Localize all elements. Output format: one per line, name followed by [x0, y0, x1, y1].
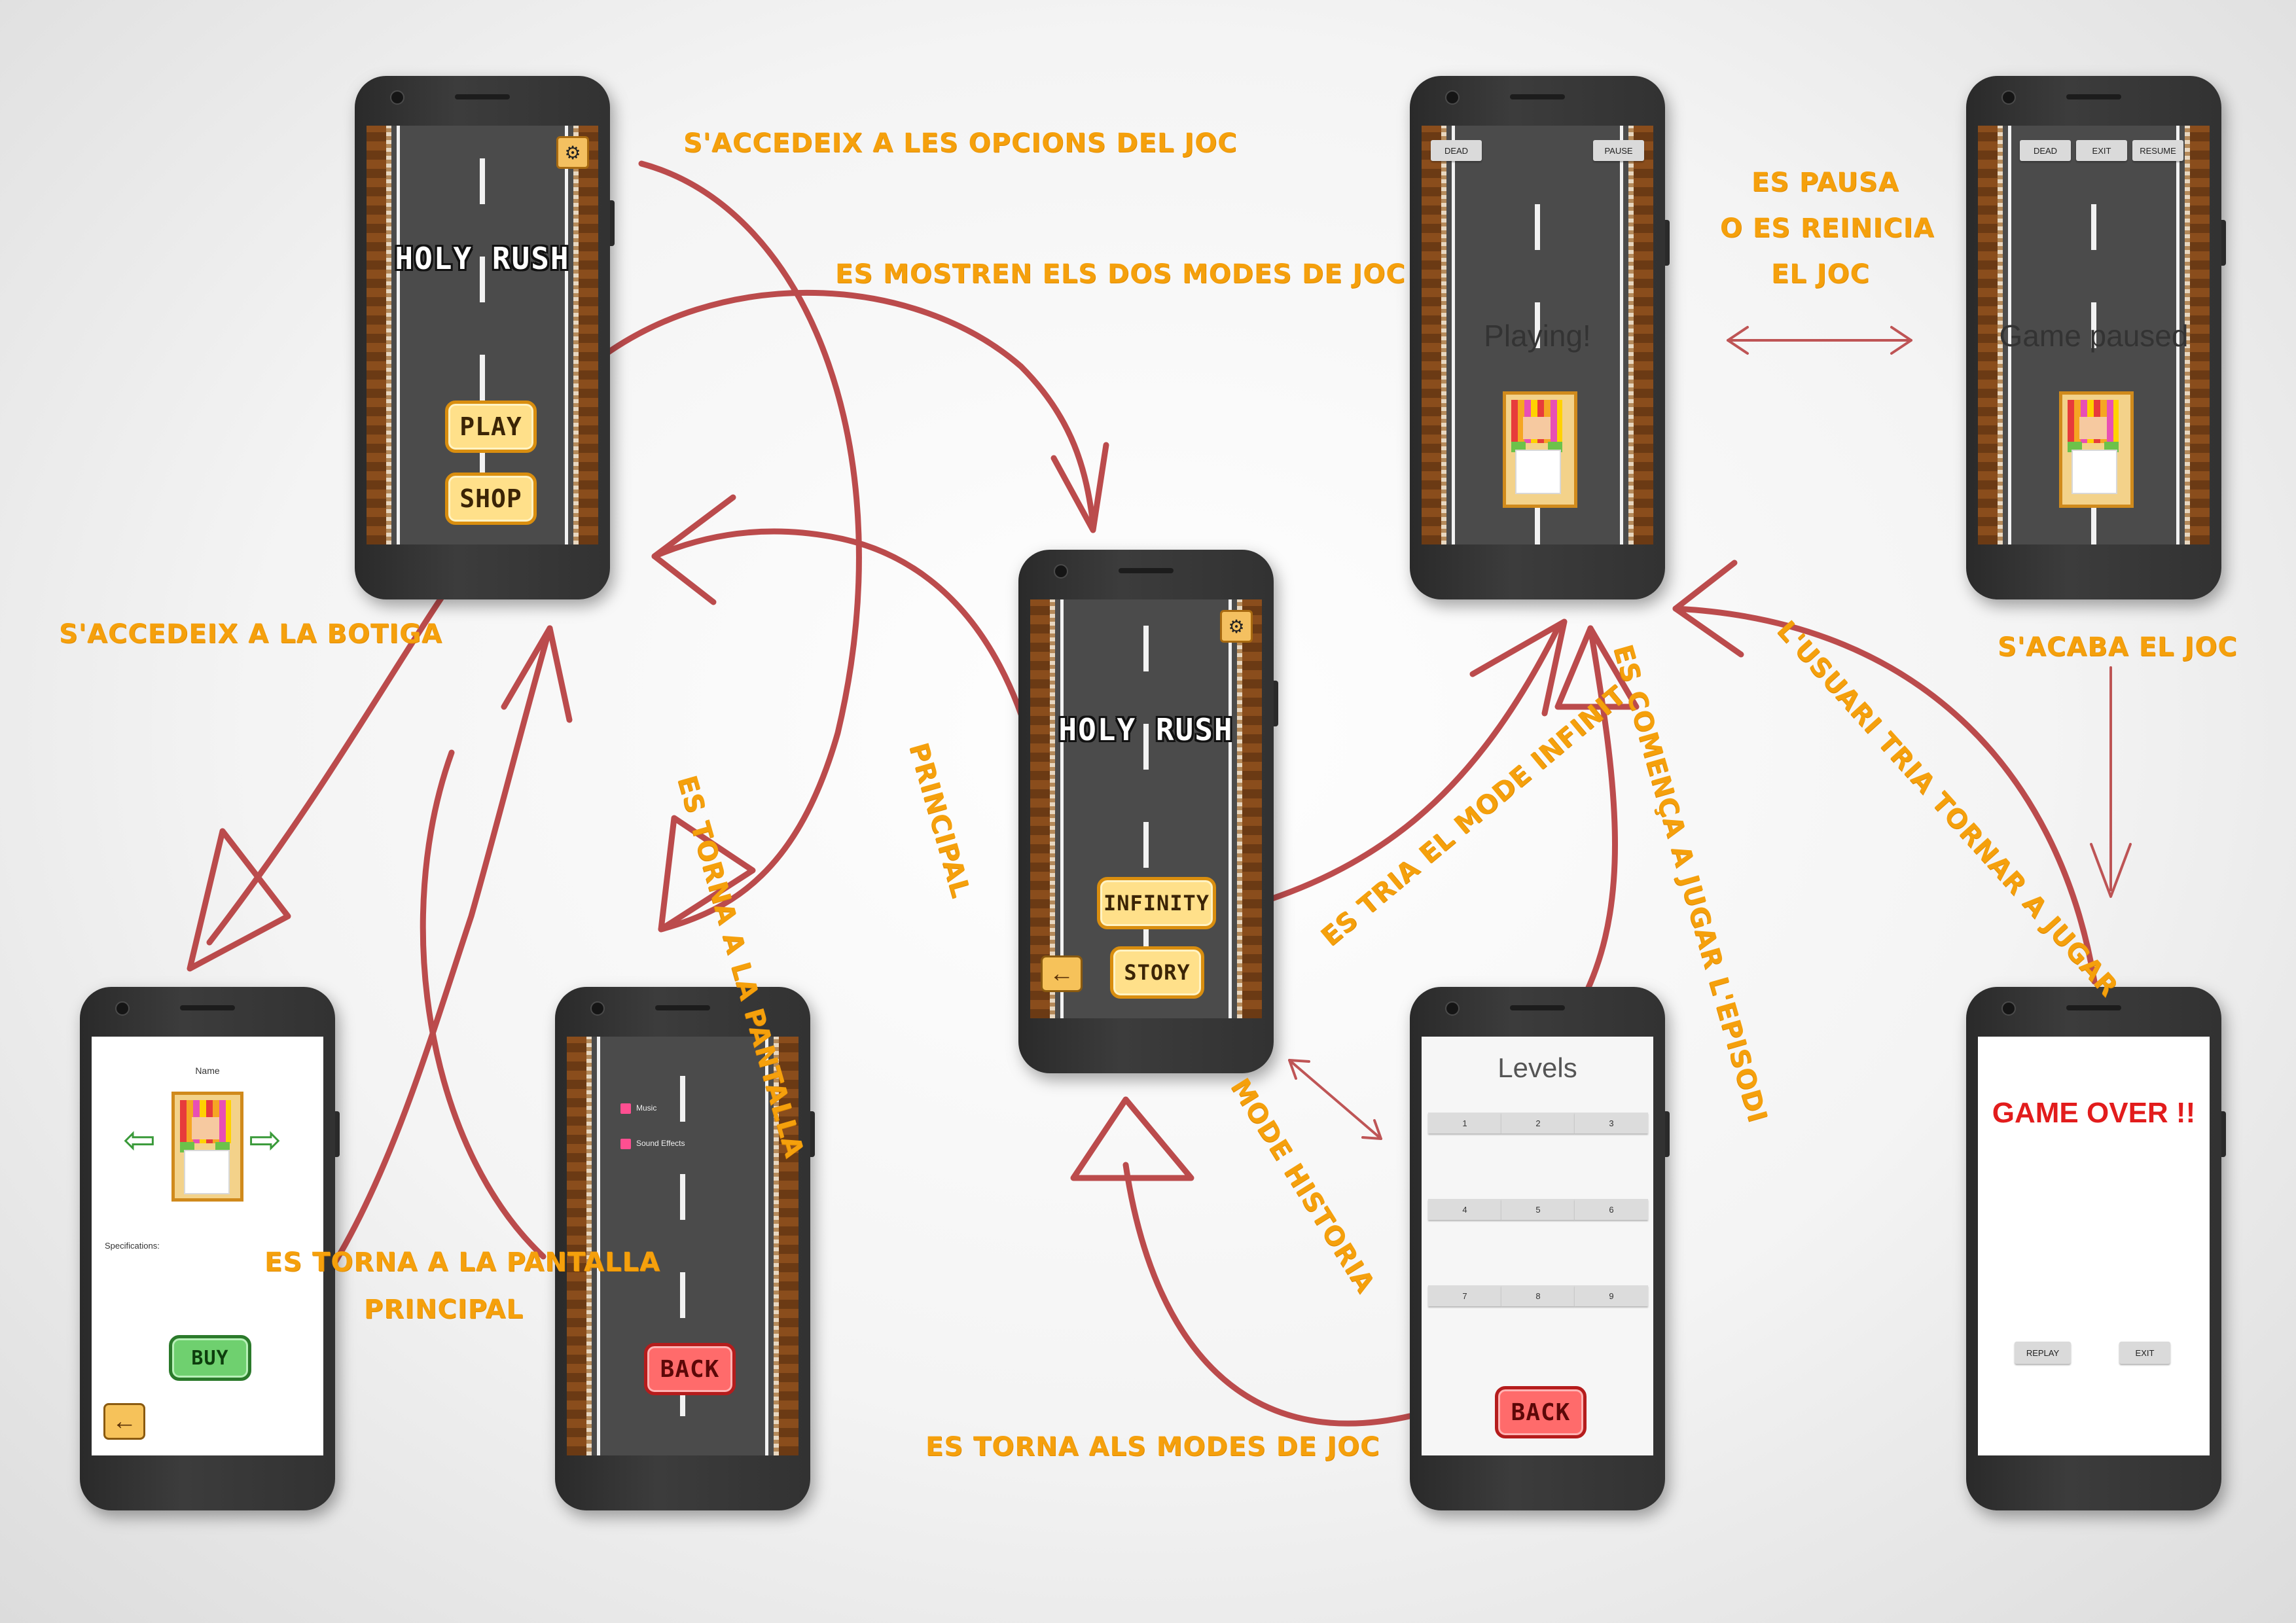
paused-status: Game paused: [1999, 319, 2189, 353]
arrowhead-back-main: [651, 494, 736, 605]
shop-button[interactable]: SHOP: [445, 473, 537, 525]
exit-button[interactable]: EXIT: [2076, 140, 2127, 161]
arrow-options-back: [420, 749, 547, 1260]
phone-paused: DEAD EXIT RESUME Game paused: [1966, 76, 2226, 599]
arrowhead-story-a: [1288, 1059, 1310, 1080]
phone-modes: ⚙ HOLY RUSH INFINITY STORY ←: [1018, 550, 1278, 1073]
arrow-replay: [1672, 605, 2098, 985]
arrowhead-shop-back: [501, 625, 573, 723]
sound-label: Sound Effects: [636, 1139, 685, 1148]
note-shop-access: S'accedeix a la botiga: [59, 619, 442, 649]
play-button[interactable]: PLAY: [445, 401, 537, 453]
settings-gear-icon[interactable]: ⚙: [556, 136, 589, 169]
sound-checkbox[interactable]: [620, 1139, 631, 1149]
game-over-screen: GAME OVER !! REPLAY EXIT: [1978, 1037, 2210, 1455]
story-button[interactable]: STORY: [1110, 946, 1204, 999]
music-checkbox[interactable]: [620, 1103, 631, 1114]
note-back-main-shop-2: principal: [364, 1294, 524, 1325]
arrowhead-infinity: [1469, 618, 1568, 717]
phone-levels: Levels 1 2 3 4 5 6 7 8 9 BACK: [1410, 987, 1670, 1510]
level-tile[interactable]: 8: [1501, 1285, 1575, 1306]
specifications-label: Specifications:: [105, 1241, 160, 1251]
arrowhead-story-b: [1361, 1119, 1382, 1140]
exit-button[interactable]: EXIT: [2119, 1342, 2170, 1364]
replay-button[interactable]: REPLAY: [2015, 1342, 2071, 1364]
dead-button[interactable]: DEAD: [2020, 140, 2071, 161]
note-back-modes: Es torna als modes de joc: [925, 1432, 1380, 1462]
level-tile[interactable]: 2: [1501, 1113, 1575, 1133]
shop-screen: Name ⇦ ⇨ Specifications: BUY ←: [92, 1037, 323, 1455]
arrowhead-game-ends: [2090, 843, 2132, 898]
settings-gear-icon[interactable]: ⚙: [1220, 610, 1253, 643]
buy-button[interactable]: BUY: [169, 1335, 251, 1381]
game-over-title: GAME OVER !!: [1992, 1097, 2196, 1129]
playing-status: Playing!: [1484, 319, 1591, 353]
music-label: Music: [636, 1103, 657, 1113]
player-character: [2059, 391, 2134, 508]
back-arrow-icon[interactable]: ←: [103, 1403, 145, 1440]
arrow-story: [1288, 1059, 1382, 1140]
level-tile[interactable]: 7: [1428, 1285, 1501, 1306]
back-arrow-icon[interactable]: ←: [1041, 955, 1083, 992]
note-back-main-shop-1: Es torna a la pantalla: [264, 1247, 660, 1277]
paused-screen: DEAD EXIT RESUME Game paused: [1978, 126, 2210, 544]
phone-options: Music Sound Effects BACK: [555, 987, 815, 1510]
arrowhead-shop: [187, 828, 291, 972]
main-menu-screen: ⚙ HOLY RUSH PLAY SHOP: [367, 126, 598, 544]
arrow-episode: [1568, 625, 1618, 1024]
back-button[interactable]: BACK: [644, 1343, 736, 1395]
game-title: HOLY RUSH: [1058, 712, 1234, 747]
arrowhead-replay: [1672, 560, 1744, 658]
arrowhead-modes: [1050, 442, 1109, 533]
player-character: [1503, 391, 1577, 508]
level-tile[interactable]: 1: [1428, 1113, 1501, 1133]
skin-preview: [171, 1092, 243, 1202]
note-show-modes: Es mostren els dos modes de joc: [835, 259, 1406, 289]
arrow-options: [638, 160, 862, 933]
arrowhead-pause-r: [1890, 326, 1912, 355]
note-pause-1: Es pausa: [1751, 168, 1899, 198]
arrow-infinity: [1234, 625, 1561, 913]
note-pause-2: o es reinicia: [1720, 213, 1935, 243]
camera: [390, 90, 404, 105]
arrow-levels-back: [1122, 1162, 1424, 1427]
arrowhead-levels-back: [1070, 1096, 1194, 1181]
modes-screen: ⚙ HOLY RUSH INFINITY STORY ←: [1030, 599, 1262, 1018]
prev-skin-icon[interactable]: ⇦: [123, 1118, 156, 1162]
arrowhead-pause-l: [1727, 326, 1749, 355]
levels-title: Levels: [1498, 1052, 1577, 1083]
shop-name-label: Name: [195, 1065, 220, 1076]
levels-screen: Levels 1 2 3 4 5 6 7 8 9 BACK: [1422, 1037, 1653, 1455]
options-screen: Music Sound Effects BACK: [567, 1037, 798, 1455]
game-title: HOLY RUSH: [395, 241, 570, 276]
level-tile[interactable]: 9: [1575, 1285, 1648, 1306]
phone-playing: DEAD PAUSE Playing!: [1410, 76, 1670, 599]
resume-button[interactable]: RESUME: [2132, 140, 2183, 161]
speaker: [455, 94, 510, 99]
arrowhead-options: [658, 815, 756, 933]
level-tile[interactable]: 6: [1575, 1199, 1648, 1220]
phone-main-menu: ⚙ HOLY RUSH PLAY SHOP: [355, 76, 615, 599]
level-tile[interactable]: 3: [1575, 1113, 1648, 1133]
note-pause-3: el joc: [1771, 259, 1870, 289]
phone-shop: Name ⇦ ⇨ Specifications: BUY ←: [80, 987, 340, 1510]
pause-button[interactable]: PAUSE: [1593, 140, 1644, 161]
playing-screen: DEAD PAUSE Playing!: [1422, 126, 1653, 544]
infinity-button[interactable]: INFINITY: [1097, 877, 1216, 929]
level-tile[interactable]: 5: [1501, 1199, 1575, 1220]
phone-game-over: GAME OVER !! REPLAY EXIT: [1966, 987, 2226, 1510]
level-tile[interactable]: 4: [1428, 1199, 1501, 1220]
next-skin-icon[interactable]: ⇨: [249, 1118, 282, 1162]
back-button[interactable]: BACK: [1495, 1386, 1587, 1438]
arrow-modes: [586, 290, 1096, 527]
note-game-ends: S'acaba el joc: [1998, 632, 2238, 662]
arrowhead-episode: [1554, 625, 1640, 710]
dead-button[interactable]: DEAD: [1431, 140, 1482, 161]
note-options-access: S'accedeix a les opcions del joc: [683, 128, 1238, 158]
